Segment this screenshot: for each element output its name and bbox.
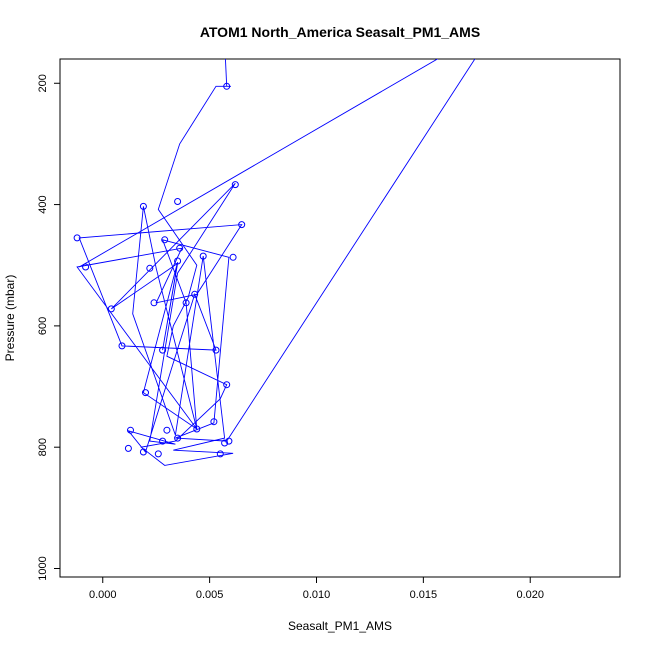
data-point <box>150 299 158 307</box>
plot-frame <box>59 58 621 578</box>
data-point <box>199 252 207 260</box>
data-point <box>223 82 231 90</box>
data-point <box>191 290 199 298</box>
plot-area <box>73 59 476 466</box>
y-tick-label: 1000 <box>37 556 49 580</box>
data-point <box>193 425 201 433</box>
x-tick-label: 0.000 <box>89 589 117 601</box>
data-point <box>139 448 147 456</box>
y-axis: 200 400 600 800 1000 <box>37 74 60 581</box>
data-point <box>216 450 224 458</box>
data-point <box>176 244 184 252</box>
y-tick-label: 800 <box>37 438 49 456</box>
data-point <box>182 299 190 307</box>
data-point <box>174 257 182 265</box>
data-point <box>159 437 167 445</box>
data-point <box>146 264 154 272</box>
data-point <box>221 439 229 447</box>
data-point <box>154 450 162 458</box>
data-point <box>174 434 182 442</box>
data-point <box>225 437 233 445</box>
x-tick-label: 0.005 <box>196 589 224 601</box>
y-tick-label: 400 <box>37 195 49 213</box>
data-point <box>139 202 147 210</box>
data-point <box>118 342 126 350</box>
data-point <box>163 426 171 434</box>
data-point <box>212 346 220 354</box>
x-axis-label: Seasalt_PM1_AMS <box>288 619 392 633</box>
data-point <box>161 236 169 244</box>
data-point <box>73 234 81 242</box>
data-point <box>223 381 231 389</box>
x-axis: 0.000 0.005 0.010 0.015 0.020 <box>89 577 544 601</box>
data-point <box>82 263 90 271</box>
x-tick-label: 0.015 <box>410 589 438 601</box>
data-point <box>174 198 182 205</box>
data-point <box>127 426 134 434</box>
y-tick-label: 600 <box>37 317 49 335</box>
data-point <box>142 389 149 397</box>
data-point <box>107 305 115 313</box>
data-point <box>231 181 239 189</box>
x-tick-label: 0.020 <box>516 589 544 601</box>
data-point <box>124 444 132 452</box>
data-point <box>210 418 218 426</box>
chart-title: ATOM1 North_America Seasalt_PM1_AMS <box>200 24 480 40</box>
data-point <box>229 253 237 261</box>
x-tick-label: 0.010 <box>303 589 331 601</box>
series-line-0 <box>76 59 476 466</box>
data-point <box>159 346 167 354</box>
data-point <box>238 221 246 229</box>
y-axis-label: Pressure (mbar) <box>3 275 17 362</box>
series-line-1 <box>78 59 439 268</box>
y-tick-label: 200 <box>37 74 49 92</box>
